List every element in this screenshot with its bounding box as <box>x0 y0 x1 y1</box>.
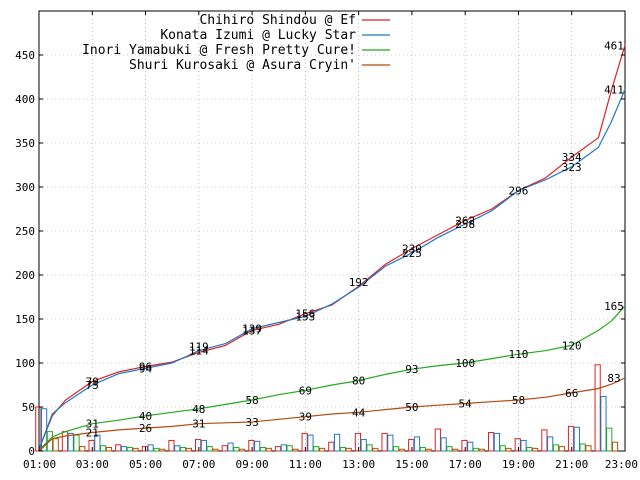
y-tick-label: 100 <box>15 357 35 370</box>
data-label: 120 <box>562 339 582 352</box>
x-tick-label: 09:00 <box>236 458 269 471</box>
data-label: 100 <box>455 357 475 370</box>
x-tick-label: 03:00 <box>76 458 109 471</box>
data-label: 44 <box>352 406 366 419</box>
data-label: 33 <box>245 416 258 429</box>
data-label: 83 <box>607 372 620 385</box>
x-tick-label: 19:00 <box>502 458 535 471</box>
x-tick-label: 13:00 <box>342 458 375 471</box>
y-tick-label: 250 <box>15 225 35 238</box>
x-tick-label: 07:00 <box>182 458 215 471</box>
y-tick-label: 150 <box>15 313 35 326</box>
data-label: 110 <box>509 348 529 361</box>
x-tick-label: 11:00 <box>289 458 322 471</box>
data-label: 139 <box>242 323 262 336</box>
data-label: 296 <box>509 185 529 198</box>
data-label: 40 <box>139 410 152 423</box>
data-label: 66 <box>565 387 578 400</box>
data-label: 93 <box>405 363 418 376</box>
data-label: 461 <box>604 39 624 52</box>
x-tick-label: 05:00 <box>129 458 162 471</box>
data-label: 94 <box>139 362 153 375</box>
data-label: 54 <box>459 397 473 410</box>
legend-label: Chihiro Shindou @ Ef <box>199 13 356 28</box>
x-tick-label: 17:00 <box>449 458 482 471</box>
x-tick-label: 15:00 <box>395 458 428 471</box>
data-label: 69 <box>299 384 312 397</box>
data-label: 258 <box>455 218 475 231</box>
data-label: 323 <box>562 161 582 174</box>
y-tick-label: 300 <box>15 181 35 194</box>
y-tick-label: 0 <box>28 445 35 458</box>
data-label: 165 <box>604 300 624 313</box>
data-label: 50 <box>405 401 418 414</box>
x-tick-label: 23:00 <box>605 458 638 471</box>
x-tick-label: 21:00 <box>555 458 588 471</box>
data-label: 114 <box>189 345 209 358</box>
data-label: 58 <box>512 394 525 407</box>
y-tick-label: 50 <box>22 401 35 414</box>
y-tick-label: 450 <box>15 49 35 62</box>
legend-label: Konata Izumi @ Lucky Star <box>160 28 356 43</box>
legend-label: Inori Yamabuki @ Fresh Pretty Cure! <box>82 43 356 58</box>
data-label: 80 <box>352 375 365 388</box>
data-label: 75 <box>86 379 99 392</box>
data-label: 48 <box>192 403 205 416</box>
legend-label: Shuri Kurosaki @ Asura Cryin' <box>129 58 356 73</box>
y-tick-label: 350 <box>15 137 35 150</box>
data-label: 26 <box>139 422 152 435</box>
data-label: 225 <box>402 247 422 260</box>
data-label: 192 <box>349 276 369 289</box>
data-label: 153 <box>295 310 315 323</box>
data-label: 21 <box>86 427 99 440</box>
data-label: 411 <box>604 83 624 96</box>
data-label: 39 <box>299 411 312 424</box>
data-label: 31 <box>192 418 205 431</box>
y-tick-label: 200 <box>15 269 35 282</box>
x-tick-label: 01:00 <box>23 458 56 471</box>
data-label: 58 <box>245 394 258 407</box>
y-tick-label: 400 <box>15 93 35 106</box>
